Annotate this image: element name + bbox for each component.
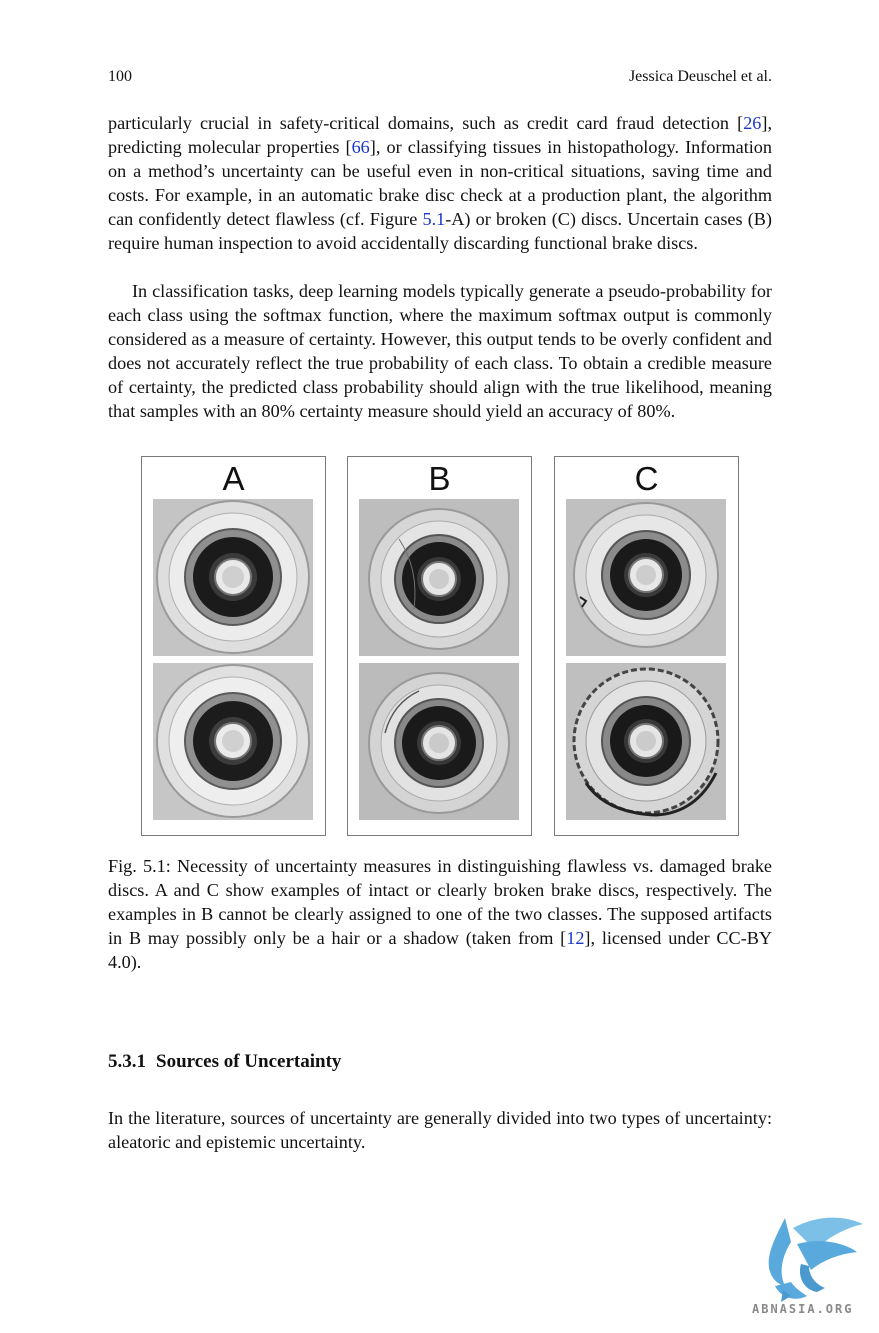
watermark-logo-icon <box>768 1217 863 1302</box>
section-number: 5.3.1 <box>108 1051 146 1072</box>
figure-panel-a: A <box>141 456 326 836</box>
brake-disc-photo-a-top <box>153 499 313 656</box>
paragraph-1-text-3: ], or classifying tissues in histopathol… <box>108 137 772 229</box>
caption-text-1: Fig. 5.1: Necessity of uncertainty measu… <box>108 856 772 948</box>
citation-66-link[interactable]: 66 <box>351 137 370 157</box>
paragraph-1-text-2: ], predicting molecular properties [ <box>108 113 772 157</box>
section-title: Sources of Uncertainty <box>156 1051 342 1072</box>
caption-text-2: ], licensed under CC-BY 4.0). <box>108 928 773 972</box>
brake-disc-photo-c-top <box>566 499 726 656</box>
page-header: 100 Jessica Deuschel et al. <box>108 68 772 90</box>
figure-panel-c: C <box>554 456 739 836</box>
citation-26-link[interactable]: 26 <box>743 113 762 133</box>
panel-label-b: B <box>428 460 451 497</box>
paragraph-1-text-4: -A) or broken (C) discs. Uncertain cases… <box>108 209 772 253</box>
brake-disc-photo-b-top <box>359 499 519 656</box>
panel-label-a: A <box>222 460 245 497</box>
paragraph-1-text-1: particularly crucial in safety-critical … <box>108 113 744 133</box>
figure-panel-b: B <box>347 456 532 836</box>
figure-5-1: A <box>141 456 739 836</box>
page-number: 100 <box>108 68 132 85</box>
paragraph-3: In the literature, sources of uncertaint… <box>108 1108 772 1152</box>
brake-disc-photo-c-bottom <box>566 663 726 820</box>
figure-5-1-link[interactable]: 5.1 <box>422 209 446 229</box>
running-head: Jessica Deuschel et al. <box>628 68 772 85</box>
section-heading: 5.3.1 Sources of Uncertainty <box>108 1049 341 1075</box>
watermark-text: ABNASIA.ORG <box>752 1302 854 1316</box>
paragraph-2: In classification tasks, deep learning m… <box>108 281 772 421</box>
panel-label-c: C <box>634 460 659 497</box>
paragraph-1: particularly crucial in safety-critical … <box>108 111 772 255</box>
citation-12-link[interactable]: 12 <box>566 928 585 948</box>
brake-disc-photo-a-bottom <box>153 663 313 820</box>
figure-caption: Fig. 5.1: Necessity of uncertainty measu… <box>108 854 772 974</box>
brake-disc-photo-b-bottom <box>359 663 519 820</box>
